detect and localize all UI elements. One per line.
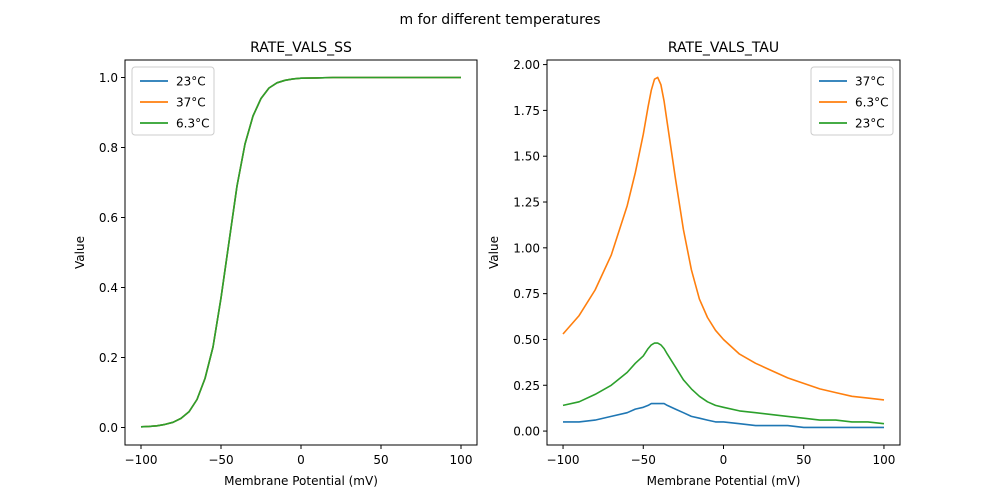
x-tick-label: 50: [373, 453, 388, 467]
y-tick-label: 0.8: [99, 141, 118, 155]
axes-title: RATE_VALS_TAU: [668, 40, 779, 56]
axes-rate-vals-ss: RATE_VALS_SS −100 −50 0 50 100 0.0 0.2 0.4 0.6 0.8…: [73, 40, 478, 488]
x-axis-label: Membrane Potential (mV): [647, 474, 801, 488]
legend-label: 23°C: [176, 75, 206, 89]
y-tick-label: 0.6: [99, 211, 118, 225]
y-axis-label: Value: [73, 236, 87, 269]
y-tick-label: 0.25: [513, 379, 540, 393]
y-tick-label: 0.4: [99, 281, 118, 295]
figure-title: m for different temperatures: [400, 12, 601, 28]
y-tick-label: 1.00: [513, 241, 540, 255]
x-tick-label: −100: [125, 453, 158, 467]
x-tick-label: −50: [208, 453, 233, 467]
legend-frame: [810, 66, 894, 136]
y-tick-label: 1.0: [99, 71, 118, 85]
x-tick-label: 0: [720, 453, 728, 467]
legend: 23°C 37°C 6.3°C: [131, 66, 215, 136]
y-tick-label: 0.00: [513, 425, 540, 439]
axes-rate-vals-tau: RATE_VALS_TAU −100 −50 0 50 100 0.00 0.25 0.50 0.…: [487, 40, 901, 488]
y-tick-label: 0.2: [99, 351, 118, 365]
axes-title: RATE_VALS_SS: [250, 40, 352, 56]
series-line-3: [140, 76, 461, 428]
legend-label: 37°C: [176, 96, 206, 110]
x-tick-label: 100: [873, 453, 896, 467]
y-tick-label: 1.75: [513, 104, 540, 118]
series-line-3: [562, 342, 885, 425]
x-axis-label: Membrane Potential (mV): [224, 474, 378, 488]
series-line-1: [563, 402, 884, 429]
series-line-2: [562, 76, 885, 401]
y-tick-label: 0.0: [99, 421, 118, 435]
y-tick-label: 0.50: [513, 333, 540, 347]
x-tick-label: 0: [297, 453, 305, 467]
x-tick-label: −100: [547, 453, 580, 467]
y-axis-label: Value: [487, 236, 501, 269]
legend-label: 37°C: [855, 75, 885, 89]
legend: 37°C 6.3°C 23°C: [810, 66, 894, 136]
y-tick-label: 1.50: [513, 150, 540, 164]
legend-label: 6.3°C: [855, 96, 888, 110]
y-tick-label: 0.75: [513, 287, 540, 301]
x-tick-label: 50: [796, 453, 811, 467]
x-tick-label: 100: [450, 453, 473, 467]
legend-frame: [131, 66, 215, 136]
y-tick-label: 2.00: [513, 58, 540, 72]
y-tick-label: 1.25: [513, 196, 540, 210]
legend-label: 23°C: [855, 117, 885, 131]
x-tick-label: −50: [631, 453, 656, 467]
legend-label: 6.3°C: [176, 117, 209, 131]
